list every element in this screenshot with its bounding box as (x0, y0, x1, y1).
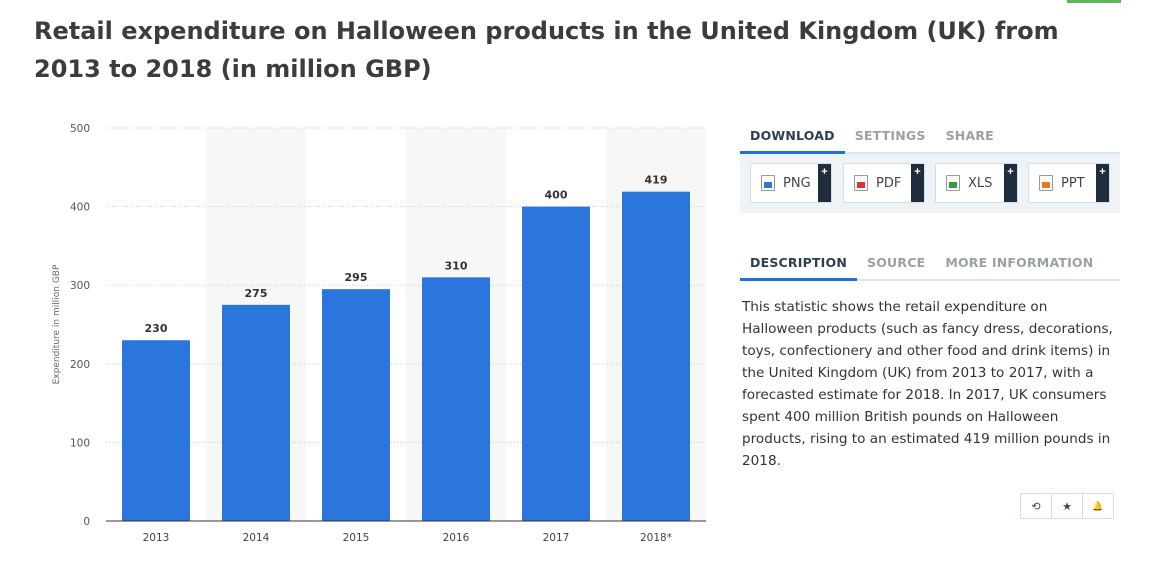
y-tick-label: 400 (70, 202, 90, 214)
y-tick-label: 100 (70, 437, 90, 449)
tab-more-information[interactable]: MORE INFORMATION (945, 255, 1094, 270)
xls-file-icon (946, 175, 960, 191)
download-tabs: DOWNLOAD SETTINGS SHARE (740, 128, 1120, 154)
download-ppt-label: PPT (1061, 175, 1085, 191)
download-png-label: PNG (783, 175, 811, 191)
top-accent-bar (1067, 0, 1121, 3)
x-tick-label: 2015 (343, 532, 370, 544)
history-icon: ⟲ (1031, 500, 1041, 513)
pdf-file-icon (854, 175, 868, 191)
download-xls-label: XLS (968, 175, 993, 191)
bar-value-label: 310 (445, 259, 468, 272)
bar (622, 191, 690, 521)
x-tick-label: 2014 (243, 532, 270, 544)
y-tick-label: 0 (83, 516, 90, 528)
tab-source[interactable]: SOURCE (867, 255, 926, 270)
tab-share[interactable]: SHARE (945, 128, 994, 143)
tab-download[interactable]: DOWNLOAD (740, 128, 845, 154)
x-tick-label: 2013 (143, 532, 170, 544)
bar (122, 340, 190, 521)
download-pdf-label: PDF (876, 175, 902, 191)
chart-title: Retail expenditure on Halloween products… (34, 17, 1059, 83)
bar-value-label: 230 (145, 322, 168, 335)
bar (422, 277, 490, 521)
x-tick-label: 2017 (543, 532, 570, 544)
bar (322, 289, 390, 521)
png-file-icon (761, 175, 775, 191)
bar (222, 304, 290, 521)
description-text: This statistic shows the retail expendit… (742, 299, 1113, 469)
x-tick-label: 2018* (640, 532, 672, 544)
bar-value-label: 400 (545, 189, 568, 202)
bar-value-label: 295 (345, 271, 368, 284)
bar-value-label: 419 (645, 174, 668, 187)
png-plus-icon[interactable]: + (818, 164, 831, 202)
bar-value-label: 275 (245, 287, 268, 300)
download-png-button[interactable]: PNG + (750, 163, 832, 203)
info-tabs: DESCRIPTION SOURCE MORE INFORMATION (740, 255, 1120, 281)
x-tick-label: 2016 (443, 532, 470, 544)
tool-buttons: ⟲ ★ 🔔 (1020, 493, 1114, 519)
xls-plus-icon[interactable]: + (1004, 164, 1017, 202)
ppt-plus-icon[interactable]: + (1096, 164, 1109, 202)
download-buttons-area: PNG + PDF + XLS + PPT + (740, 154, 1120, 213)
tab-description[interactable]: DESCRIPTION (740, 255, 857, 281)
bar-chart: 0 100 200 300 400 500 Expenditure in million G… (52, 123, 706, 544)
y-axis-label: Expenditure in million GBP (52, 264, 62, 384)
tab-settings[interactable]: SETTINGS (854, 128, 926, 143)
star-icon: ★ (1062, 500, 1072, 513)
download-pdf-button[interactable]: PDF + (843, 163, 925, 203)
download-ppt-button[interactable]: PPT + (1028, 163, 1110, 203)
y-tick-label: 300 (70, 280, 90, 292)
ppt-file-icon (1039, 175, 1053, 191)
bell-icon: 🔔 (1092, 500, 1104, 511)
download-xls-button[interactable]: XLS + (935, 163, 1018, 203)
favorite-button[interactable]: ★ (1051, 493, 1083, 519)
notification-button[interactable]: 🔔 (1082, 493, 1114, 519)
pdf-plus-icon[interactable]: + (911, 164, 924, 202)
history-button[interactable]: ⟲ (1020, 493, 1052, 519)
y-tick-label: 200 (70, 359, 90, 371)
bar (522, 206, 590, 521)
y-tick-label: 500 (70, 123, 90, 135)
